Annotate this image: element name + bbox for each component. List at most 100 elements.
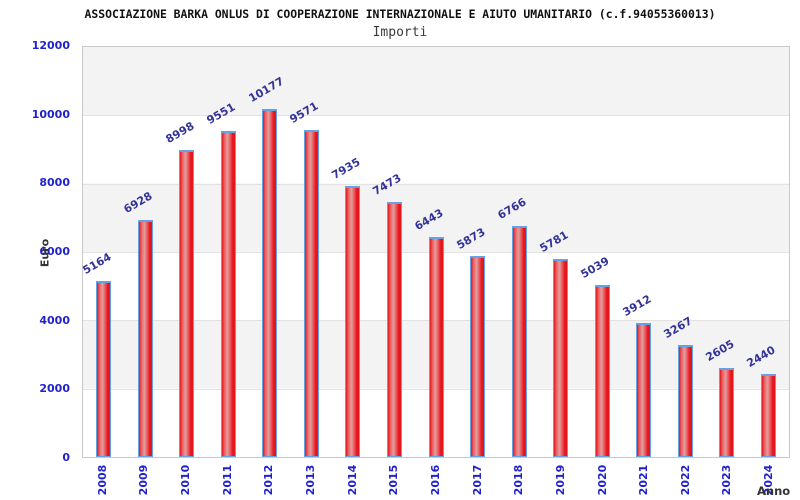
- x-axis-title: Anno: [757, 484, 791, 498]
- x-axis-tick-cell: 2021: [623, 459, 665, 500]
- x-axis-ticks: 2008 2009 2010 2011 2012 2013 2014 2015 2016 2017…: [82, 459, 790, 500]
- y-axis-tick-label: 8000: [39, 176, 70, 190]
- y-axis-tick-label: 0: [62, 451, 70, 464]
- bar-column: 3267: [661, 47, 706, 457]
- x-axis-tick-cell: 2013: [290, 459, 332, 500]
- bar-value-label: 5164: [80, 250, 114, 277]
- x-axis-tick-cell: 2020: [582, 459, 624, 500]
- chart-title: ASSOCIAZIONE BARKA ONLUS DI COOPERAZIONE…: [84, 7, 716, 21]
- bar: [96, 280, 112, 457]
- x-axis-tick-cell: 2019: [540, 459, 582, 500]
- x-axis-tick-label: 2011: [220, 464, 234, 496]
- bar: [760, 373, 776, 457]
- x-axis-tick-cell: 2011: [207, 459, 249, 500]
- x-axis-tick-cell: 2022: [665, 459, 707, 500]
- x-axis-tick-label: 2009: [137, 464, 151, 496]
- y-axis-tick-label: 10000: [31, 107, 70, 121]
- x-axis-tick-label: 2021: [637, 464, 651, 496]
- x-axis-tick-label: 2012: [262, 464, 276, 496]
- x-axis-tick-cell: 2016: [415, 459, 457, 500]
- bar-value-label: 8998: [163, 119, 197, 146]
- bar-value-label: 3267: [661, 314, 695, 342]
- x-axis-tick-label: 2019: [553, 464, 567, 496]
- bar: [386, 201, 402, 457]
- bar-value-label: 5781: [537, 228, 571, 256]
- x-axis-tick-label: 2015: [387, 464, 401, 496]
- y-axis-tick-label: 6000: [39, 245, 70, 258]
- bar-value-label: 6766: [495, 195, 529, 222]
- x-axis-tick-label: 2022: [678, 464, 692, 496]
- bar-column: 6443: [412, 47, 457, 457]
- bar-column: 6766: [495, 47, 540, 457]
- plot-area: 5164 6928 8998 9551 10177 9571 7935 7473 6443 587…: [80, 46, 790, 458]
- x-axis-tick-cell: 2014: [332, 459, 374, 500]
- bar-column: 2605: [703, 47, 748, 457]
- gridline: [83, 183, 789, 185]
- bar: [428, 236, 444, 457]
- x-axis-tick-cell: 2010: [165, 459, 207, 500]
- bar: [719, 368, 735, 457]
- bar-column: 9571: [287, 47, 333, 457]
- bar-column: 3912: [620, 47, 665, 457]
- x-axis-tick-cell: 2008: [82, 459, 124, 500]
- x-axis-tick-label: 2016: [428, 464, 442, 496]
- bar: [220, 130, 236, 457]
- bar-value-label: 3912: [620, 292, 654, 320]
- x-axis-tick-label: 2013: [304, 464, 318, 496]
- bar-column: 9551: [204, 47, 250, 457]
- bar-column: 5164: [80, 47, 125, 457]
- y-axis-tick-label: 4000: [39, 313, 70, 327]
- bar-column: 2440: [744, 47, 790, 457]
- bar-value-label: 6928: [121, 189, 155, 217]
- bar-value-label: 9571: [287, 99, 321, 126]
- bar: [511, 225, 527, 457]
- x-axis-tick-label: 2020: [595, 464, 609, 496]
- bar-column: 5781: [537, 47, 582, 457]
- y-axis-tick-label: 12000: [31, 39, 70, 52]
- bar: [303, 130, 319, 457]
- x-axis-tick-cell: 2023: [707, 459, 749, 500]
- x-axis-tick-cell: 2018: [498, 459, 540, 500]
- x-axis-tick-label: 2023: [720, 464, 734, 496]
- bar-value-label: 6443: [412, 206, 446, 233]
- x-axis-tick-label: 2014: [345, 464, 359, 496]
- x-axis-tick-label: 2010: [179, 464, 193, 496]
- bar-column: 10177: [246, 47, 291, 457]
- bar-value-label: 10177: [246, 74, 287, 106]
- bar-column: 5873: [454, 47, 499, 457]
- x-axis-tick-cell: 2009: [124, 459, 166, 500]
- bar-value-label: 5873: [454, 225, 488, 253]
- bar: [470, 256, 486, 457]
- y-axis-ticks: 12000 10000 8000 6000 4000 2000 0: [0, 40, 70, 464]
- bar-column: 5039: [578, 47, 623, 457]
- bar-value-label: 5039: [578, 254, 612, 281]
- bar-value-label: 2605: [703, 337, 737, 364]
- bar: [594, 284, 610, 457]
- x-axis-tick-cell: 2017: [457, 459, 499, 500]
- bar-value-label: 2440: [744, 343, 778, 370]
- bar-value-label: 9551: [204, 100, 238, 127]
- gridline: [83, 115, 789, 117]
- bar-value-label: 7473: [370, 171, 405, 198]
- chart-subtitle: Importi: [372, 25, 428, 40]
- x-axis-tick-label: 2018: [512, 464, 526, 496]
- bar: [262, 109, 278, 457]
- bar-columns: 5164 6928 8998 9551 10177 9571 7935 7473 6443 587…: [80, 47, 790, 457]
- bar-column: 7935: [329, 47, 374, 457]
- bar: [345, 185, 361, 457]
- bar: [553, 259, 569, 457]
- bar: [179, 149, 195, 457]
- x-axis-tick-cell: 2012: [249, 459, 291, 500]
- y-axis-tick-label: 2000: [39, 382, 70, 396]
- bar-value-label: 7935: [329, 155, 363, 182]
- x-axis-tick-label: 2017: [470, 464, 484, 496]
- bar: [677, 345, 693, 457]
- bar-column: 8998: [163, 47, 208, 457]
- bar: [636, 323, 652, 457]
- x-axis-tick-cell: 2015: [373, 459, 415, 500]
- y-axis-title: Euro: [38, 238, 52, 268]
- bar-column: 7473: [370, 47, 416, 457]
- bar-column: 6928: [121, 47, 167, 457]
- bar: [137, 220, 153, 457]
